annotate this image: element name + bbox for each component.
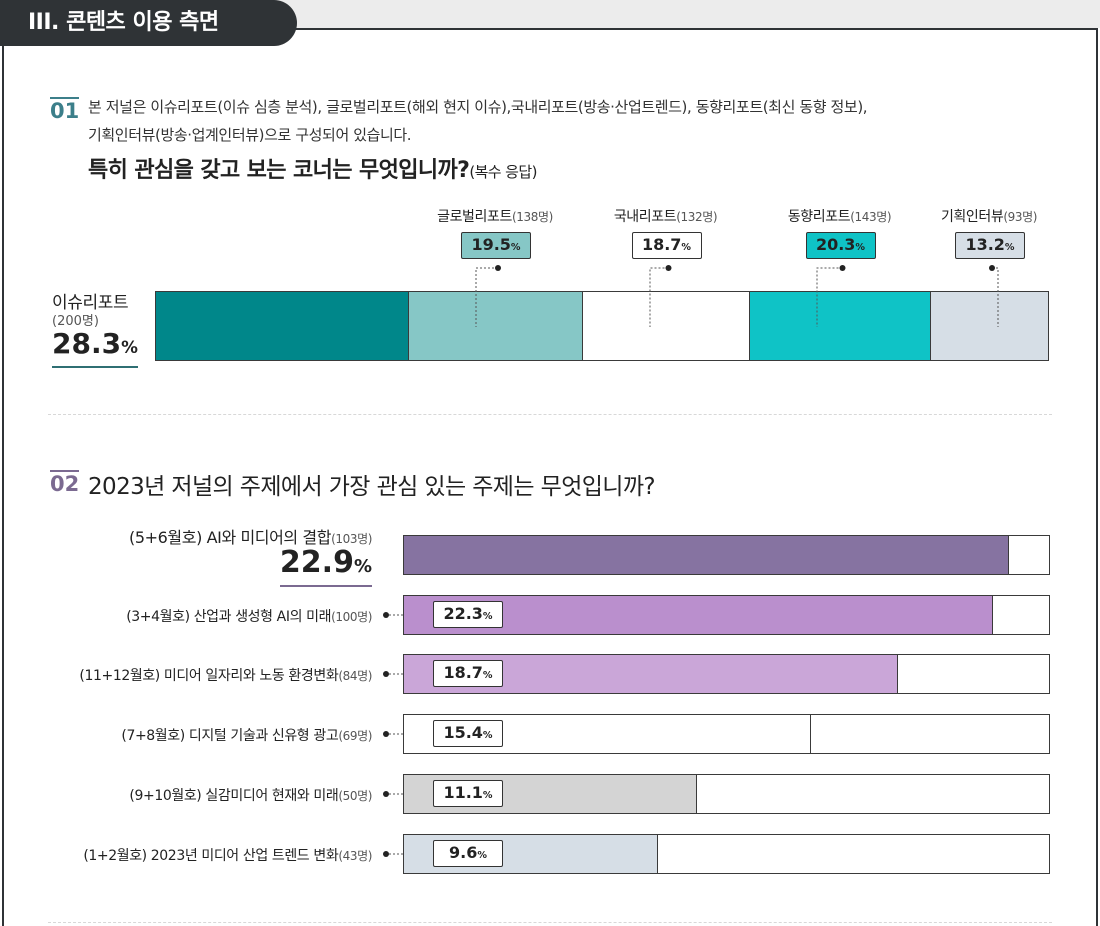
lead-category-count: (200명): [52, 314, 99, 329]
callout-value-unit: %: [681, 242, 692, 253]
callout-label: 국내리포트(132명): [586, 206, 746, 226]
callout-value-unit: %: [855, 242, 866, 253]
stacked-bar: [155, 291, 1049, 361]
topic-value-number: 18.7: [443, 663, 483, 682]
topic-count: (50명): [338, 789, 372, 803]
callout-value-number: 19.5: [471, 235, 511, 254]
lead-value-unit: %: [121, 337, 138, 357]
section-title: III. 콘텐츠 이용 측면: [0, 0, 297, 46]
question-intro-line1: 본 저널은 이슈리포트(이슈 심층 분석), 글로벌리포트(해외 현지 이슈),…: [88, 98, 868, 116]
topic-value-number: 15.4: [443, 723, 483, 742]
topic-count: (103명): [331, 532, 372, 546]
topic-value-number: 22.3: [443, 604, 483, 623]
topic-value-number: 11.1: [443, 783, 483, 802]
topic-value: 9.6%: [433, 840, 503, 867]
question-title: 특히 관심을 갖고 보는 코너는 무엇입니까?(복수 응답): [88, 152, 537, 184]
section-divider: [48, 414, 1052, 415]
lead-category-label: 이슈리포트: [52, 293, 129, 313]
topic-category: (9+10월호) 실감미디어 현재와 미래: [129, 788, 339, 804]
topic-value-unit: %: [482, 611, 493, 622]
callout-value-number: 13.2: [965, 235, 1005, 254]
callout-category: 기획인터뷰: [940, 209, 1004, 225]
stack-segment: [408, 291, 583, 361]
callout-label: 동향리포트(143명): [760, 206, 920, 226]
callout-value: 13.2%: [955, 232, 1025, 259]
callout-category: 동향리포트: [787, 209, 851, 225]
top-topic-value-number: 22.9: [279, 545, 354, 580]
callout-value-unit: %: [510, 242, 521, 253]
topic-value-unit: %: [482, 790, 493, 801]
stack-segment: [749, 291, 931, 361]
topic-count: (43명): [338, 849, 372, 863]
top-topic-value-unit: %: [353, 556, 372, 577]
topic-bar: [403, 595, 1050, 635]
topic-count: (69명): [338, 729, 372, 743]
question-title-main: 특히 관심을 갖고 보는 코너는 무엇입니까?: [88, 158, 470, 183]
topic-label: (7+8월호) 디지털 기술과 신유형 광고(69명): [121, 725, 372, 745]
topic-value-unit: %: [482, 670, 493, 681]
topic-label: (11+12월호) 미디어 일자리와 노동 환경변화(84명): [79, 665, 372, 685]
topic-label: (3+4월호) 산업과 생성형 AI의 미래(100명): [126, 606, 372, 626]
lead-category-value: 28.3%: [52, 326, 138, 368]
topic-category: (5+6월호) AI와 미디어의 결합: [129, 528, 332, 547]
topic-value: 15.4%: [433, 720, 503, 747]
topic-label: (5+6월호) AI와 미디어의 결합(103명): [129, 524, 372, 548]
callout-value: 18.7%: [631, 232, 702, 259]
callout-label: 글로벌리포트(138명): [415, 206, 575, 226]
callout-value: 19.5%: [461, 232, 531, 259]
callout-category: 글로벌리포트: [437, 209, 512, 225]
topic-value-unit: %: [477, 850, 487, 861]
topic-value: 11.1%: [433, 780, 503, 807]
question-title-2: 2023년 저널의 주제에서 가장 관심 있는 주제는 무엇입니까?: [88, 474, 656, 500]
topic-bar: [403, 535, 1050, 575]
stack-segment: [930, 291, 1049, 361]
topic-bar-fill: [404, 536, 1009, 574]
topic-value-number: 9.6: [449, 843, 478, 862]
topic-value-unit: %: [482, 730, 493, 741]
question-intro-line2: 기획인터뷰(방송·업계인터뷰)으로 구성되어 있습니다.: [88, 126, 412, 144]
topic-bar: [403, 774, 1050, 814]
callout-label: 기획인터뷰(93명): [909, 206, 1069, 226]
callout-value-number: 20.3: [815, 235, 856, 254]
callout-count: (143명): [850, 210, 892, 224]
callout-value-number: 18.7: [641, 235, 682, 254]
topic-category: (3+4월호) 산업과 생성형 AI의 미래: [126, 609, 332, 625]
question-title-sub: (복수 응답): [469, 163, 537, 181]
callout-count: (93명): [1003, 210, 1038, 224]
lead-value-number: 28.3: [52, 327, 122, 360]
stack-segment: [155, 291, 409, 361]
stack-segment: [582, 291, 750, 361]
question-number-2: 02: [50, 470, 80, 496]
callout-value-unit: %: [1004, 242, 1015, 253]
callout-count: (132명): [676, 210, 718, 224]
topic-category: (1+2월호) 2023년 미디어 산업 트렌드 변화: [83, 848, 339, 864]
topic-category: (11+12월호) 미디어 일자리와 노동 환경변화: [79, 668, 339, 684]
topic-label: (1+2월호) 2023년 미디어 산업 트렌드 변화(43명): [83, 845, 372, 865]
topic-value: 18.7%: [433, 660, 503, 687]
callout-value: 20.3%: [805, 232, 876, 259]
question-number: 01: [50, 97, 80, 123]
bottom-divider: [48, 922, 1052, 923]
top-topic-value: 22.9%: [279, 545, 372, 587]
topic-label: (9+10월호) 실감미디어 현재와 미래(50명): [129, 785, 372, 805]
callout-category: 국내리포트: [613, 209, 677, 225]
topic-count: (84명): [338, 669, 372, 683]
topic-value: 22.3%: [433, 601, 503, 628]
topic-category: (7+8월호) 디지털 기술과 신유형 광고: [121, 728, 339, 744]
topic-count: (100명): [331, 610, 372, 624]
callout-count: (138명): [511, 210, 553, 224]
